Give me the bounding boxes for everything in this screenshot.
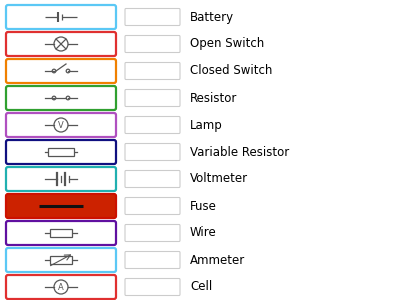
Bar [50,229,72,237]
FancyBboxPatch shape [6,221,116,245]
FancyBboxPatch shape [125,116,180,134]
Text: Open Switch: Open Switch [190,38,264,50]
FancyBboxPatch shape [6,248,116,272]
FancyBboxPatch shape [6,86,116,110]
Text: Closed Switch: Closed Switch [190,64,272,77]
FancyBboxPatch shape [6,59,116,83]
FancyBboxPatch shape [125,278,180,296]
Text: Wire: Wire [190,226,217,239]
FancyBboxPatch shape [125,143,180,161]
FancyBboxPatch shape [125,170,180,188]
Text: V: V [58,121,64,130]
FancyBboxPatch shape [125,89,180,106]
FancyBboxPatch shape [6,275,116,299]
Text: Ammeter: Ammeter [190,254,245,266]
Text: Cell: Cell [190,280,212,293]
Text: Lamp: Lamp [190,118,223,131]
Text: Fuse: Fuse [190,200,217,212]
FancyBboxPatch shape [6,194,116,218]
FancyBboxPatch shape [125,251,180,268]
FancyBboxPatch shape [6,5,116,29]
FancyBboxPatch shape [6,113,116,137]
FancyBboxPatch shape [125,8,180,26]
Text: A: A [58,283,64,292]
FancyBboxPatch shape [125,35,180,52]
FancyBboxPatch shape [6,140,116,164]
FancyBboxPatch shape [6,167,116,191]
Text: Voltmeter: Voltmeter [190,172,248,185]
Text: Resistor: Resistor [190,92,237,104]
Text: Battery: Battery [190,11,234,23]
FancyBboxPatch shape [6,32,116,56]
Text: Variable Resistor: Variable Resistor [190,146,289,158]
FancyBboxPatch shape [125,62,180,80]
FancyBboxPatch shape [125,197,180,214]
FancyBboxPatch shape [125,224,180,242]
Bar [48,148,74,156]
Bar [50,256,72,264]
